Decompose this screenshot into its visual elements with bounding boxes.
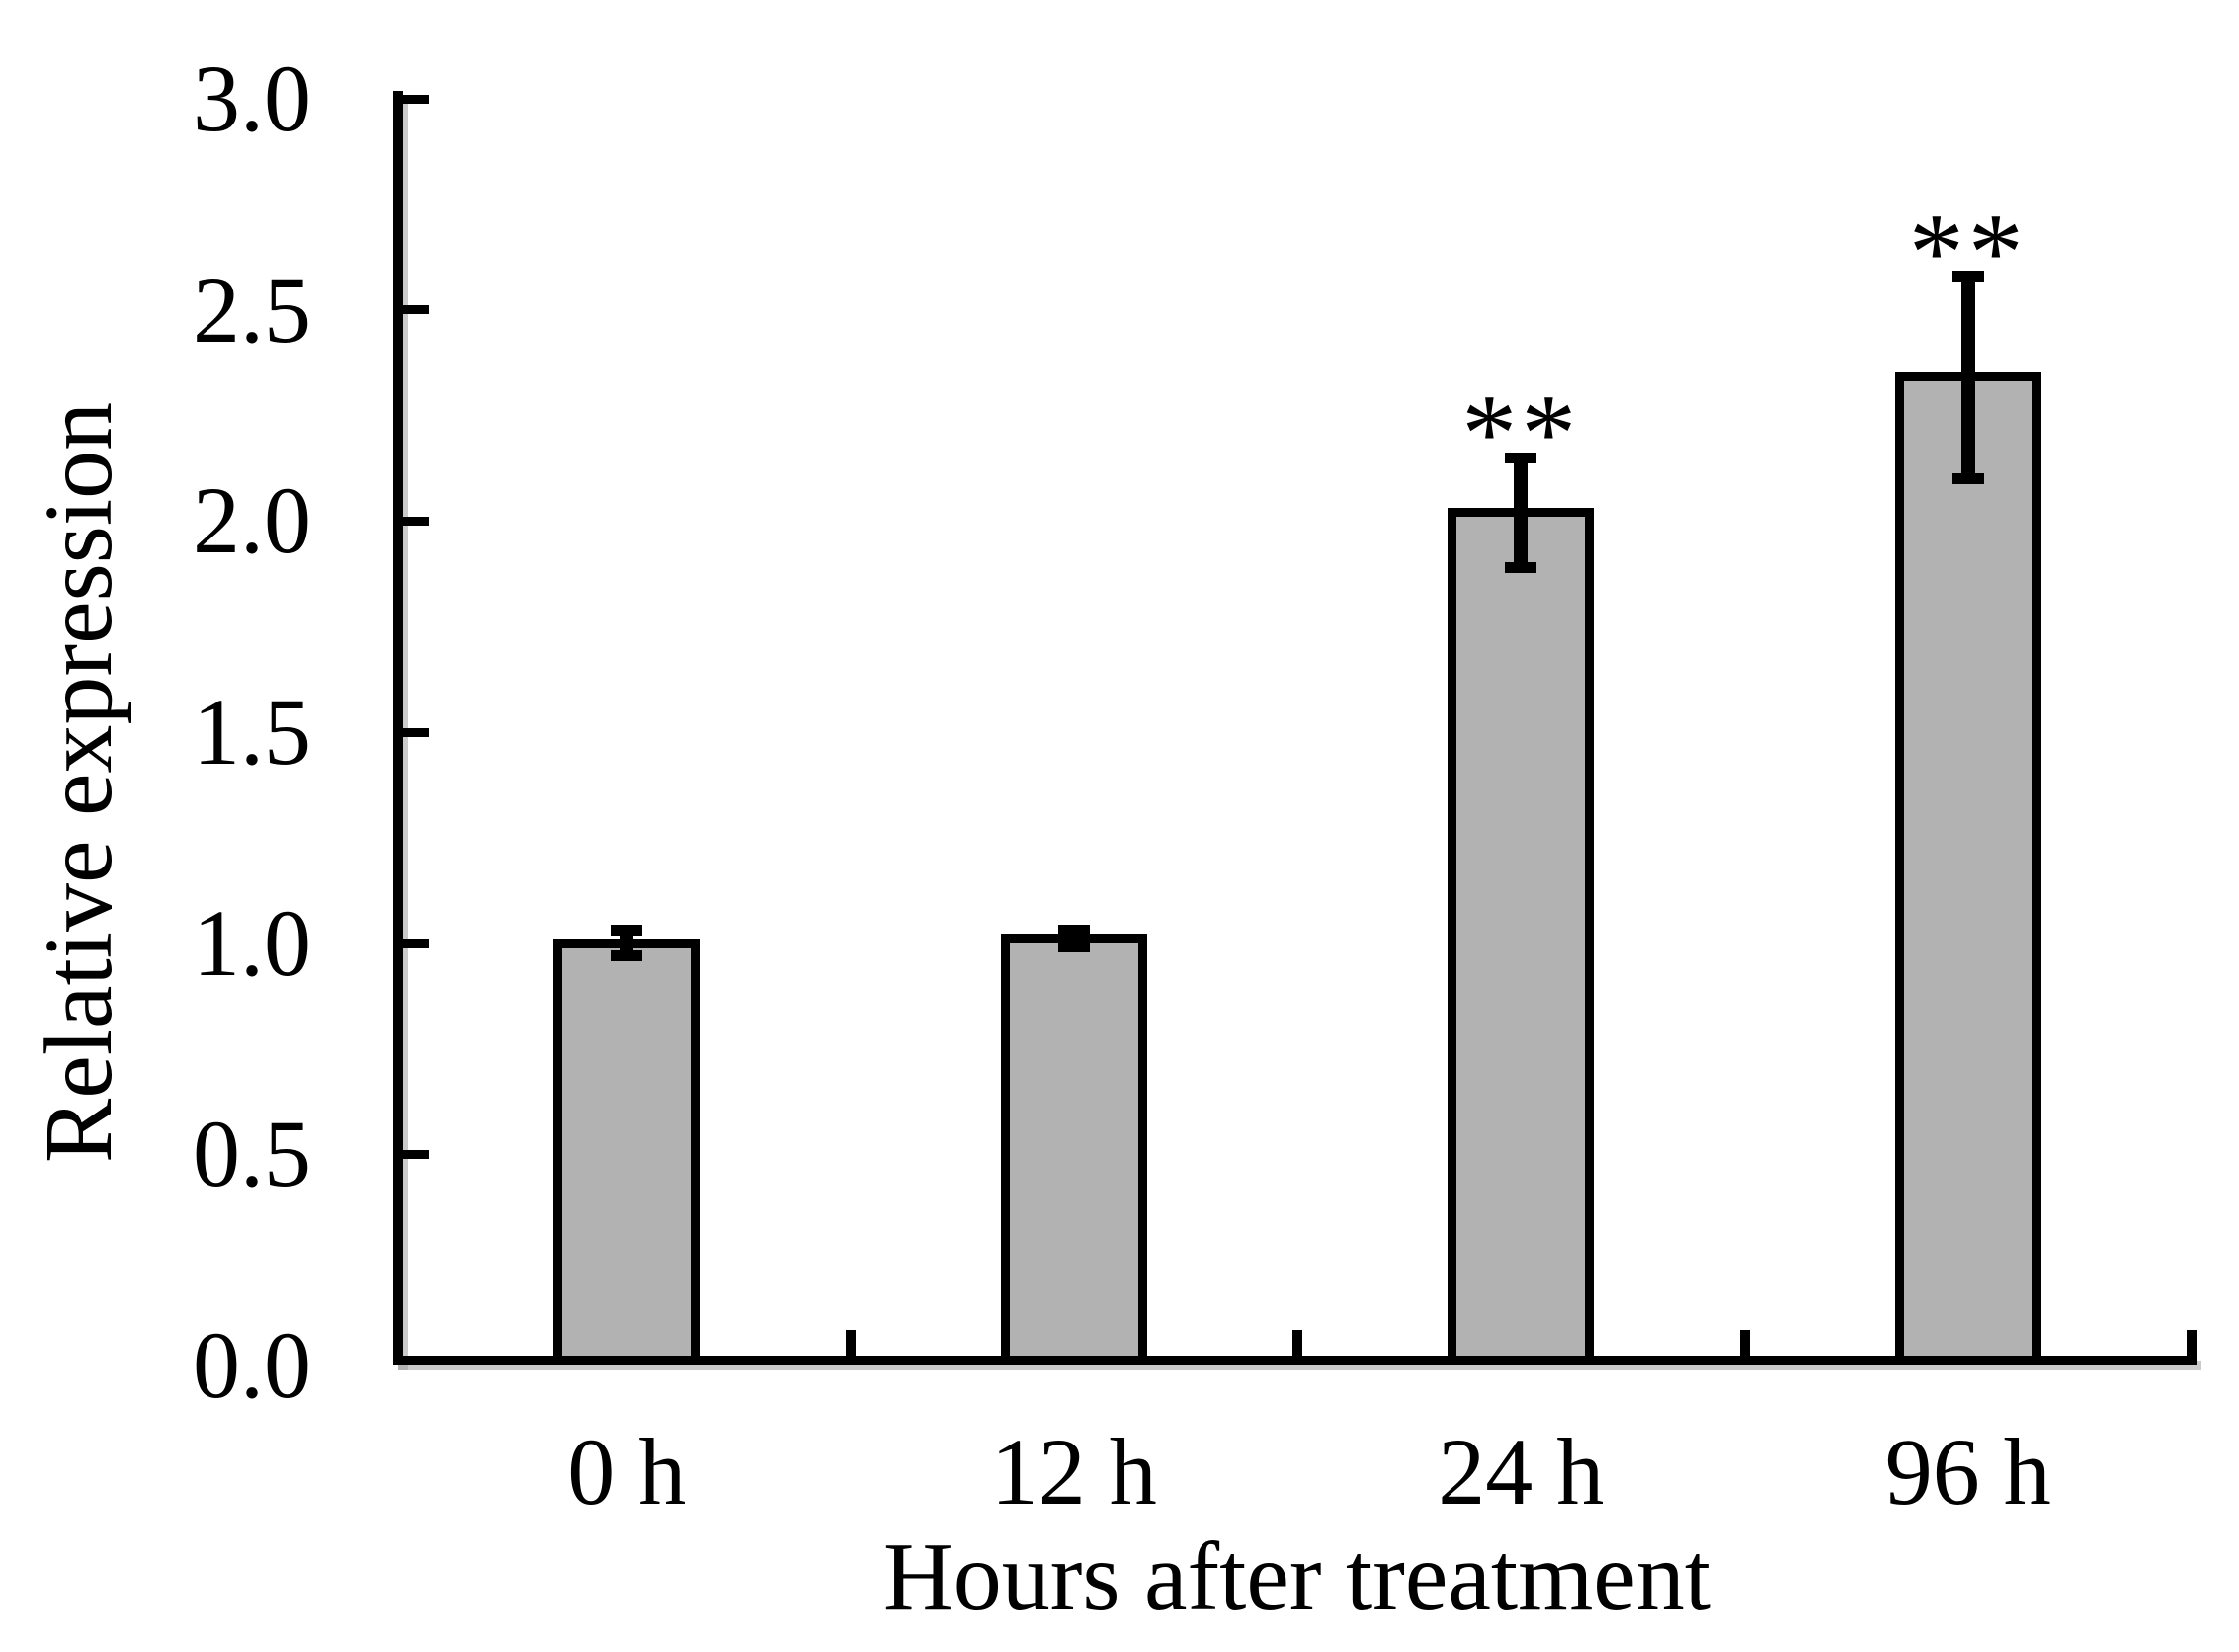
x-tick: [2187, 1330, 2197, 1356]
y-tick-label: 0.0: [193, 1312, 311, 1418]
y-tick-label: 2.0: [193, 467, 311, 574]
significance-marker: **: [1461, 372, 1581, 496]
error-bar-line: [1960, 276, 1975, 479]
error-bar-cap-top: [611, 925, 643, 937]
x-category-label: 24 h: [1438, 1419, 1605, 1525]
bar-0h: [553, 938, 701, 1365]
y-tick: [403, 1149, 429, 1159]
y-tick: [403, 727, 429, 737]
x-axis-line: [393, 1356, 2197, 1365]
y-tick-label: 1.5: [193, 679, 311, 785]
error-bar-cap-top: [1951, 271, 1984, 283]
y-tick: [403, 94, 429, 104]
x-category-label: 96 h: [1884, 1419, 2051, 1525]
x-category-label: 12 h: [990, 1419, 1157, 1525]
bar-12h: [1000, 934, 1147, 1365]
bar-96h: [1894, 372, 2041, 1365]
y-tick-label: 1.0: [193, 889, 311, 996]
y-tick-label: 3.0: [193, 45, 311, 152]
x-category-label: 0 h: [567, 1419, 687, 1525]
y-tick-label: 2.5: [193, 256, 311, 363]
x-tick: [1292, 1330, 1302, 1356]
y-axis-title: Relative expression: [26, 401, 132, 1164]
error-bar-line: [620, 930, 634, 956]
y-tick-label: 0.5: [193, 1101, 311, 1207]
error-bar-cap-bottom: [1505, 561, 1537, 573]
bar-24h: [1448, 507, 1595, 1365]
x-axis-title: Hours after treatment: [882, 1524, 1712, 1630]
error-bar-line: [1514, 457, 1529, 568]
x-tick: [845, 1330, 856, 1356]
y-tick: [403, 516, 429, 526]
error-bar-cap-top: [1505, 452, 1537, 463]
error-bar-cap-bottom: [1057, 942, 1090, 953]
y-axis-line: [393, 91, 403, 1365]
x-tick: [1739, 1330, 1750, 1356]
error-bar-cap-bottom: [611, 950, 643, 962]
significance-marker: **: [1908, 191, 2028, 314]
error-bar-cap-bottom: [1951, 473, 1984, 485]
error-bar-cap-top: [1057, 925, 1090, 937]
y-tick: [403, 305, 429, 315]
y-tick: [403, 939, 429, 949]
